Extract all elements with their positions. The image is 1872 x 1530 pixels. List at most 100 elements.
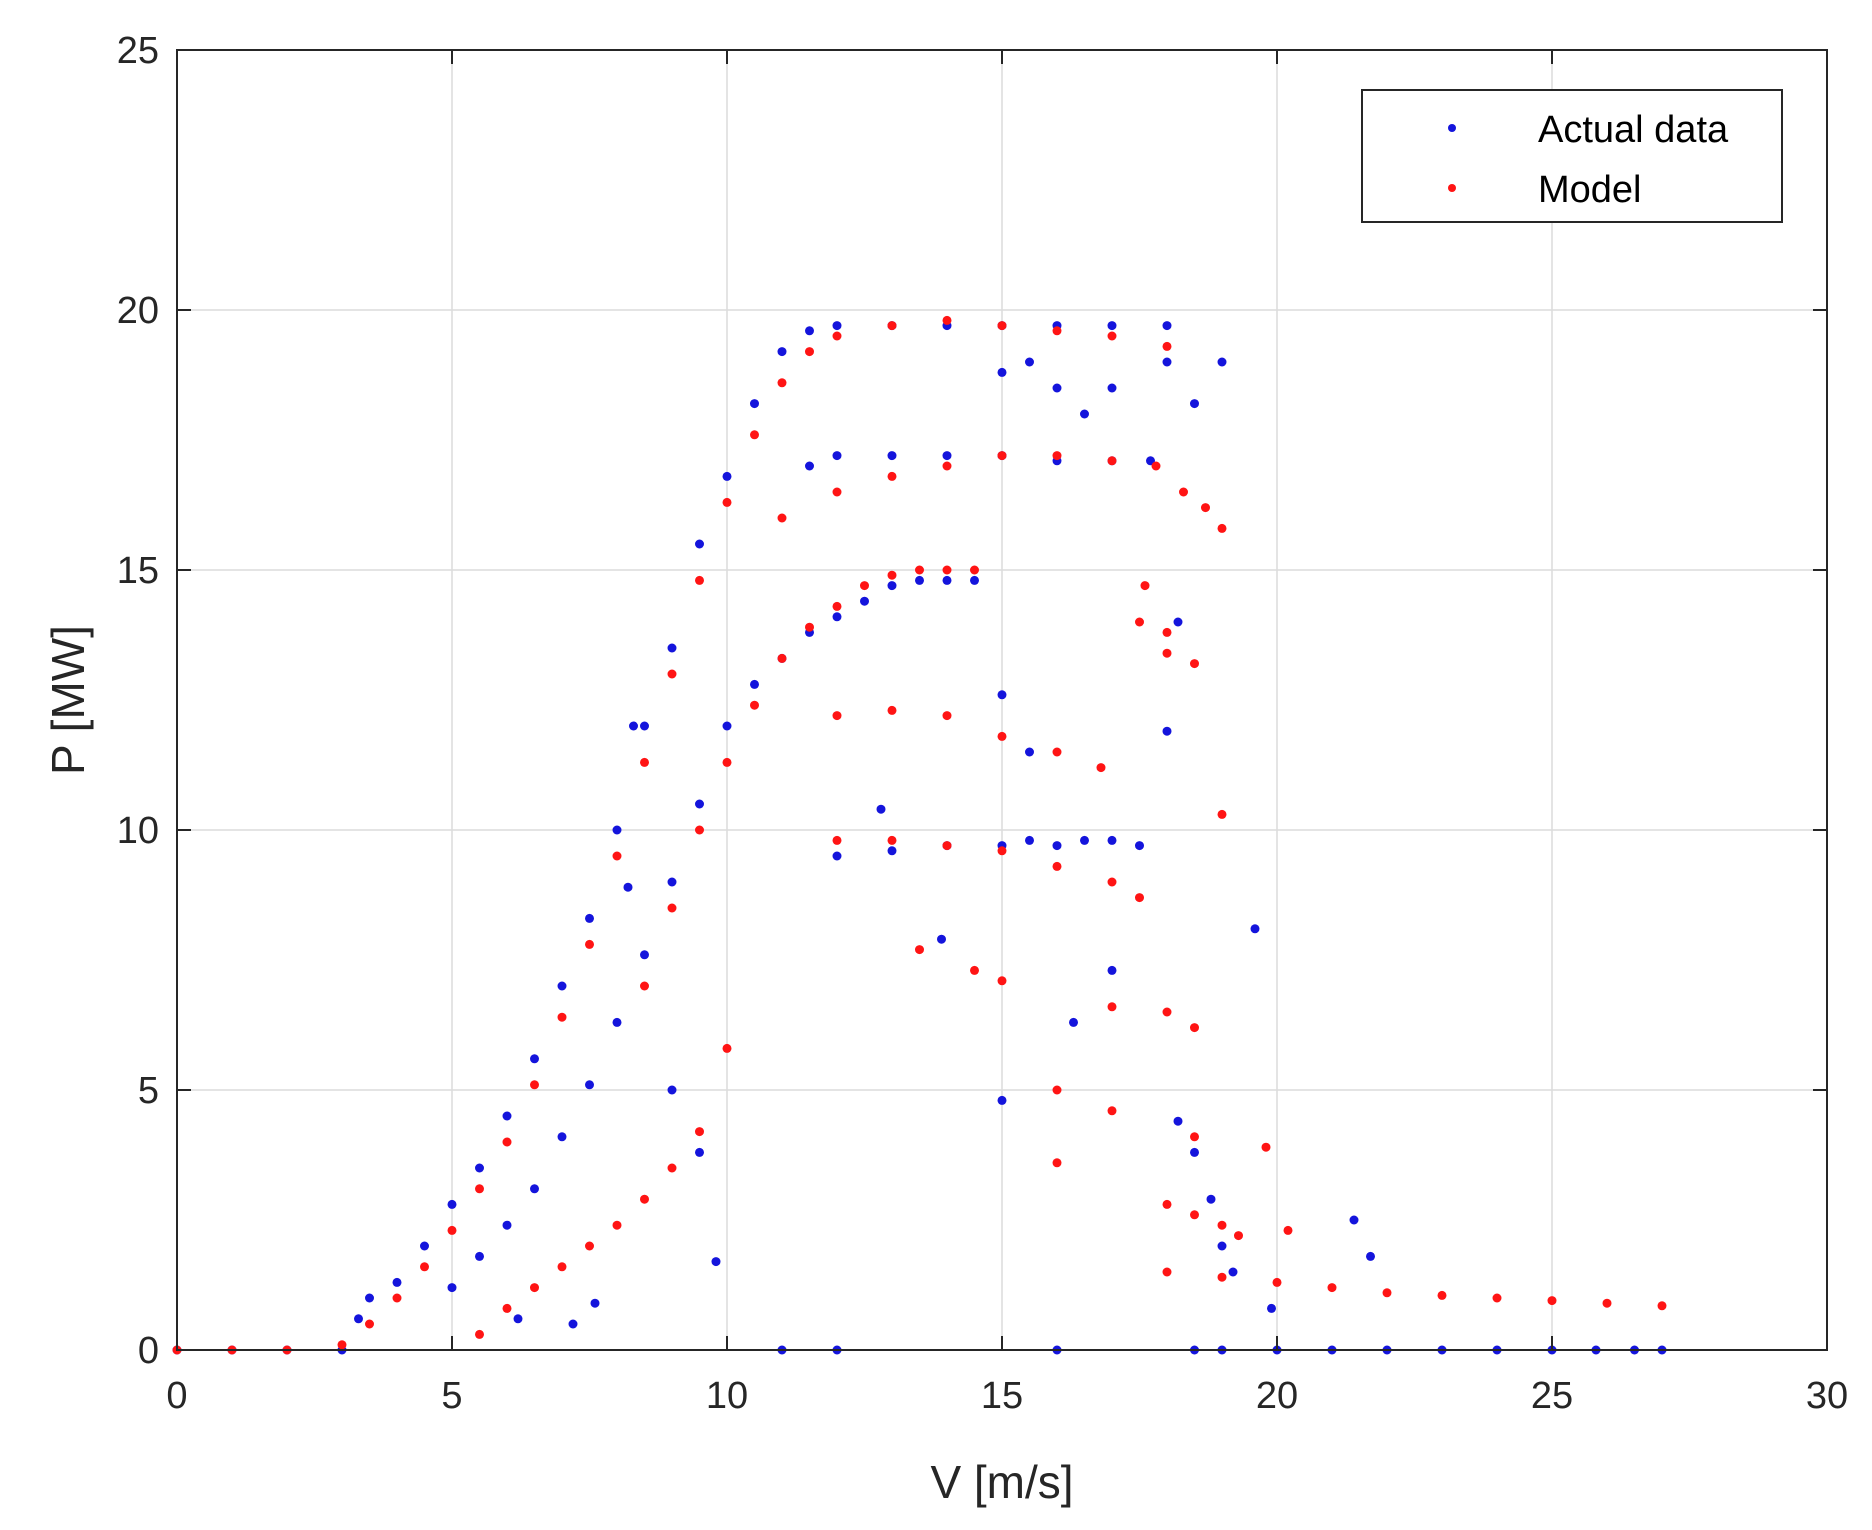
data-point <box>722 1043 732 1053</box>
data-point <box>997 451 1007 461</box>
legend-label-actual-data: Actual data <box>1538 109 1729 151</box>
data-point <box>805 326 814 336</box>
data-point <box>1025 835 1034 845</box>
y-tick-label: 20 <box>117 290 159 332</box>
data-point <box>585 1241 594 1251</box>
y-tick-label: 15 <box>117 550 159 592</box>
data-point <box>1107 331 1117 341</box>
data-point <box>590 1298 600 1308</box>
data-point <box>695 825 704 835</box>
data-point <box>557 1262 567 1272</box>
data-point <box>1190 659 1199 669</box>
legend-marker-actual-data <box>1448 124 1456 132</box>
data-point <box>1173 1116 1183 1126</box>
data-point <box>1206 1194 1216 1204</box>
data-point <box>623 882 633 892</box>
data-point <box>860 581 869 591</box>
data-point <box>640 950 649 960</box>
x-tick-label: 30 <box>1806 1375 1848 1417</box>
data-point <box>1069 1017 1078 1027</box>
data-point <box>997 367 1007 377</box>
data-point <box>1052 841 1062 851</box>
data-point <box>1190 1132 1199 1142</box>
data-point <box>970 565 979 575</box>
x-tick-label: 10 <box>706 1375 748 1417</box>
data-point <box>1162 357 1172 367</box>
y-axis-ticks: 0 5 10 15 20 25 <box>117 30 1827 1372</box>
data-point <box>640 1194 649 1204</box>
y-tick-label: 10 <box>117 810 159 852</box>
x-tick-label: 5 <box>441 1375 462 1417</box>
data-point <box>1190 1210 1199 1220</box>
data-point <box>750 700 759 710</box>
data-point <box>1217 1272 1227 1282</box>
data-point <box>1162 627 1172 637</box>
data-point <box>1135 841 1144 851</box>
data-point <box>777 347 787 357</box>
data-point <box>1052 861 1062 871</box>
series-model <box>172 315 1667 1355</box>
data-point <box>750 679 759 689</box>
data-point <box>942 711 952 721</box>
data-point <box>585 1080 594 1090</box>
y-tick-label: 25 <box>117 30 159 72</box>
data-point <box>392 1277 402 1287</box>
data-point <box>557 1012 567 1022</box>
data-point <box>887 570 897 580</box>
data-point <box>1025 747 1034 757</box>
data-point <box>860 596 869 606</box>
data-point <box>942 461 952 471</box>
data-point <box>667 1163 677 1173</box>
y-axis-label: P [MW] <box>42 625 94 775</box>
data-point <box>805 461 814 471</box>
data-point <box>832 487 842 497</box>
data-point <box>1272 1277 1282 1287</box>
data-point <box>942 841 952 851</box>
data-point <box>970 575 979 585</box>
data-point <box>1173 617 1183 627</box>
data-point <box>832 451 842 461</box>
x-axis-ticks: 0 5 10 15 20 25 30 <box>166 50 1848 1417</box>
data-point <box>640 981 649 991</box>
data-point <box>1107 1002 1117 1012</box>
data-point <box>667 903 677 913</box>
data-point <box>475 1329 484 1339</box>
data-point <box>640 721 649 731</box>
data-point <box>1052 326 1062 336</box>
data-point <box>1250 924 1260 934</box>
data-point <box>475 1251 484 1261</box>
data-point <box>530 1283 539 1293</box>
data-point <box>997 690 1007 700</box>
data-points <box>172 315 1667 1355</box>
data-point <box>722 757 732 767</box>
data-point <box>475 1163 484 1173</box>
data-point <box>1162 1007 1172 1017</box>
data-point <box>612 851 622 861</box>
data-point <box>1080 409 1089 419</box>
data-point <box>1080 835 1089 845</box>
data-point <box>475 1184 484 1194</box>
data-point <box>1382 1288 1392 1298</box>
data-point <box>365 1293 374 1303</box>
data-point <box>695 539 704 549</box>
data-point <box>568 1319 578 1329</box>
data-point <box>887 846 897 856</box>
data-point <box>750 399 759 409</box>
data-point <box>557 1132 567 1142</box>
data-point <box>1052 747 1062 757</box>
data-point <box>1140 581 1150 591</box>
data-point <box>447 1283 457 1293</box>
data-point <box>887 835 897 845</box>
data-point <box>750 430 759 440</box>
legend-box <box>1361 89 1783 223</box>
legend: Actual data Model <box>1361 89 1783 223</box>
data-point <box>887 321 897 331</box>
data-point <box>1201 503 1210 513</box>
data-point <box>530 1054 539 1064</box>
data-point <box>354 1314 363 1324</box>
data-point <box>997 321 1007 331</box>
data-point <box>1217 523 1227 533</box>
data-point <box>640 757 649 767</box>
x-tick-label: 20 <box>1256 1375 1298 1417</box>
data-point <box>1217 1220 1227 1230</box>
